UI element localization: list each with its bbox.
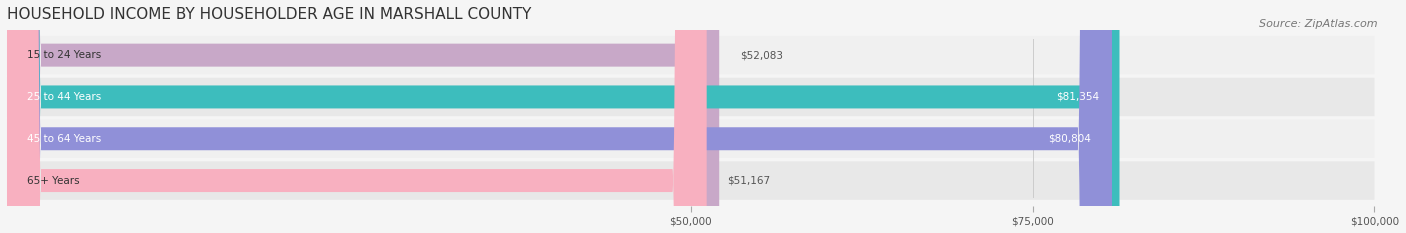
Text: $81,354: $81,354 [1056,92,1099,102]
FancyBboxPatch shape [7,78,1375,116]
FancyBboxPatch shape [7,120,1375,158]
Text: $52,083: $52,083 [740,50,783,60]
FancyBboxPatch shape [7,161,1375,200]
Text: HOUSEHOLD INCOME BY HOUSEHOLDER AGE IN MARSHALL COUNTY: HOUSEHOLD INCOME BY HOUSEHOLDER AGE IN M… [7,7,531,22]
Text: 65+ Years: 65+ Years [28,175,80,185]
Text: 45 to 64 Years: 45 to 64 Years [28,134,101,144]
Text: $80,804: $80,804 [1049,134,1091,144]
FancyBboxPatch shape [7,0,1119,233]
FancyBboxPatch shape [7,0,720,233]
FancyBboxPatch shape [7,0,707,233]
FancyBboxPatch shape [7,36,1375,74]
Text: 25 to 44 Years: 25 to 44 Years [28,92,101,102]
Text: Source: ZipAtlas.com: Source: ZipAtlas.com [1260,19,1378,29]
Text: $51,167: $51,167 [727,175,770,185]
Text: 15 to 24 Years: 15 to 24 Years [28,50,101,60]
FancyBboxPatch shape [7,0,1112,233]
